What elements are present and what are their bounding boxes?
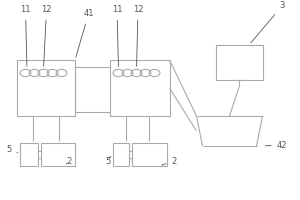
Text: 5: 5: [6, 144, 18, 154]
Bar: [216, 45, 262, 80]
Text: 2: 2: [66, 156, 72, 166]
Text: 41: 41: [76, 9, 94, 57]
Text: 12: 12: [41, 5, 52, 66]
Text: 2: 2: [162, 156, 177, 166]
Text: 12: 12: [133, 5, 143, 66]
Bar: [112, 143, 129, 166]
Bar: [132, 143, 166, 166]
Bar: [110, 60, 170, 116]
Bar: [40, 143, 75, 166]
Bar: [16, 60, 75, 116]
Text: 11: 11: [112, 5, 122, 66]
Text: 3: 3: [251, 1, 285, 43]
Text: 5: 5: [105, 156, 111, 166]
Text: 11: 11: [20, 5, 31, 66]
Text: 42: 42: [265, 140, 287, 149]
Bar: [20, 143, 38, 166]
